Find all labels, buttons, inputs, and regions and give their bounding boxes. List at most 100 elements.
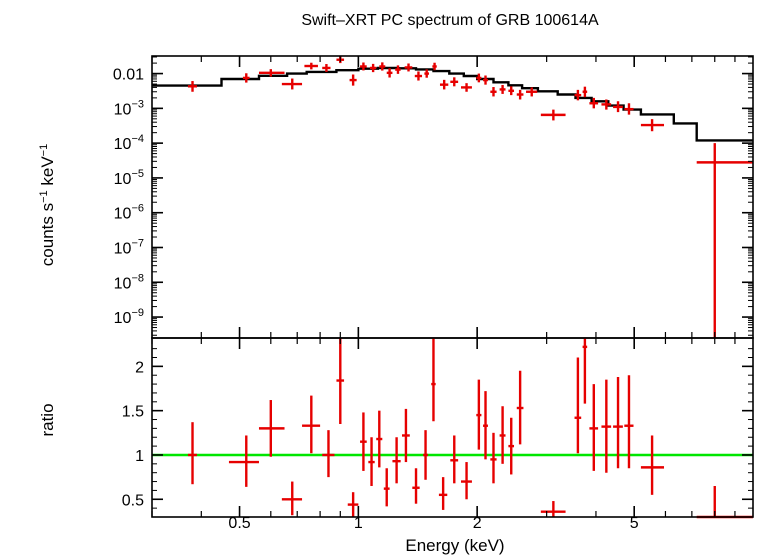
spectrum-point-30 bbox=[589, 97, 599, 109]
spectrum-y-axis-label: counts s−1 keV−1 bbox=[38, 144, 57, 266]
spectrum-point-34 bbox=[640, 119, 665, 132]
spectrum-point-12 bbox=[395, 65, 401, 74]
spectrum-point-32 bbox=[613, 101, 623, 113]
spectrum-point-3 bbox=[281, 78, 303, 90]
model-step-curve bbox=[152, 66, 753, 142]
spectrum-ytick-label-base-2: 10 bbox=[114, 136, 132, 153]
ratio-point-29 bbox=[589, 384, 599, 471]
spectrum-point-21 bbox=[483, 75, 488, 85]
ratio-y-ticks: 0.5 1 1.5 2 bbox=[122, 348, 753, 509]
ratio-point-27 bbox=[574, 357, 582, 454]
ratio-point-14 bbox=[412, 468, 420, 504]
ratio-point-8 bbox=[360, 412, 367, 471]
ratio-point-10 bbox=[376, 410, 383, 468]
spectrum-ytick-label-exp-3: −5 bbox=[131, 168, 144, 180]
ratio-point-1 bbox=[228, 435, 259, 487]
spectrum-ytick-label-exp-6: −8 bbox=[131, 272, 144, 284]
spectrum-point-0 bbox=[187, 81, 197, 92]
spectrum-point-20 bbox=[476, 73, 482, 83]
ratio-point-33 bbox=[640, 435, 665, 495]
x-tick-labels: 0.5 1 2 5 bbox=[228, 515, 638, 532]
ratio-point-32 bbox=[624, 375, 634, 469]
spectrum-point-5 bbox=[322, 64, 331, 72]
x-tick-label-3: 5 bbox=[630, 515, 639, 532]
spectrum-ytick-label-base-3: 10 bbox=[114, 171, 132, 188]
spectrum-point-23 bbox=[499, 84, 506, 94]
ratio-y-axis-label: ratio bbox=[38, 403, 57, 436]
spectrum-point-14 bbox=[414, 71, 423, 81]
ratio-x-ticks bbox=[151, 338, 736, 517]
ratio-point-21 bbox=[483, 391, 488, 460]
spectrum-ytick-label-base-6: 10 bbox=[114, 275, 132, 292]
spectrum-ytick-label-5: 10−7 bbox=[114, 237, 144, 257]
spectrum-point-8 bbox=[360, 62, 367, 71]
spectrum-point-16 bbox=[432, 62, 437, 71]
ratio-point-13 bbox=[401, 408, 410, 463]
ylabel-base: counts s bbox=[38, 203, 57, 266]
ratio-point-11 bbox=[383, 468, 390, 507]
ratio-point-17 bbox=[438, 477, 448, 510]
ratio-ytick-label-2: 1.5 bbox=[122, 404, 144, 421]
ratio-point-2 bbox=[258, 400, 285, 457]
ratio-ytick-label-0: 0.5 bbox=[122, 492, 144, 509]
x-tick-label-1: 1 bbox=[354, 515, 363, 532]
spectrum-data-points bbox=[187, 56, 753, 338]
ratio-point-3 bbox=[281, 481, 303, 516]
spectrum-point-18 bbox=[450, 77, 459, 87]
spectrum-ytick-label-base-5: 10 bbox=[114, 240, 132, 257]
ylabel-exp1: −1 bbox=[38, 190, 50, 203]
ratio-point-18 bbox=[450, 435, 459, 484]
ratio-ytick-label-1: 1 bbox=[135, 448, 144, 465]
ratio-point-34 bbox=[696, 485, 753, 519]
spectrum-point-35 bbox=[696, 143, 753, 338]
spectrum-ytick-label-base-7: 10 bbox=[114, 310, 132, 327]
ratio-point-5 bbox=[322, 430, 335, 478]
x-tick-label-2: 2 bbox=[473, 515, 482, 532]
spectrum-ytick-label-exp-4: −6 bbox=[131, 203, 144, 215]
ratio-point-31 bbox=[613, 376, 623, 469]
spectrum-ytick-label-exp-5: −7 bbox=[131, 237, 144, 249]
spectrum-ytick-label-3: 10−5 bbox=[114, 168, 144, 188]
ratio-point-30 bbox=[601, 379, 612, 473]
spectrum-point-4 bbox=[304, 62, 318, 70]
ratio-point-28 bbox=[582, 338, 588, 404]
spectrum-point-2 bbox=[258, 69, 285, 77]
ratio-point-19 bbox=[460, 462, 472, 500]
spectrum-point-28 bbox=[574, 89, 582, 101]
ratio-point-20 bbox=[476, 379, 482, 450]
spectrum-point-10 bbox=[379, 62, 386, 71]
spectrum-point-11 bbox=[386, 68, 393, 78]
spectrum-point-24 bbox=[508, 86, 515, 96]
ratio-ytick-label-3: 2 bbox=[135, 359, 144, 376]
ratio-panel: 0.5 1 1.5 2 ratio bbox=[38, 337, 754, 519]
spectrum-point-7 bbox=[349, 74, 357, 86]
spectrum-ytick-label-2: 10−4 bbox=[114, 133, 144, 153]
ratio-point-6 bbox=[336, 338, 345, 424]
spectrum-point-25 bbox=[516, 89, 524, 100]
spectrum-ytick-label-exp-2: −4 bbox=[131, 133, 144, 145]
spectrum-ytick-label-exp-7: −9 bbox=[131, 307, 144, 319]
ratio-panel-frame bbox=[151, 337, 754, 518]
spectrum-point-15 bbox=[424, 69, 429, 78]
spectrum-ytick-label-base-4: 10 bbox=[114, 206, 132, 223]
spectrum-point-19 bbox=[460, 83, 472, 92]
spectrum-ytick-label-4: 10−6 bbox=[114, 203, 144, 223]
ratio-point-26 bbox=[540, 501, 566, 517]
spectrum-ytick-label-exp-1: −3 bbox=[131, 98, 144, 110]
spectrum-ytick-label-7: 10−9 bbox=[114, 307, 144, 327]
ratio-point-4 bbox=[302, 395, 321, 454]
spectrum-point-22 bbox=[490, 87, 497, 97]
ratio-data-points bbox=[187, 338, 753, 519]
spectrum-panel-frame bbox=[151, 55, 754, 339]
ratio-point-25 bbox=[516, 370, 524, 445]
spectrum-point-9 bbox=[369, 63, 377, 73]
ratio-point-22 bbox=[490, 432, 497, 484]
ratio-point-0 bbox=[187, 422, 197, 485]
model-step-path bbox=[152, 66, 753, 142]
ylabel-exp2: −1 bbox=[38, 144, 50, 157]
ratio-point-23 bbox=[499, 406, 506, 464]
ratio-point-9 bbox=[368, 437, 375, 486]
spectrum-point-17 bbox=[439, 79, 449, 90]
x-tick-label-0: 0.5 bbox=[228, 515, 250, 532]
